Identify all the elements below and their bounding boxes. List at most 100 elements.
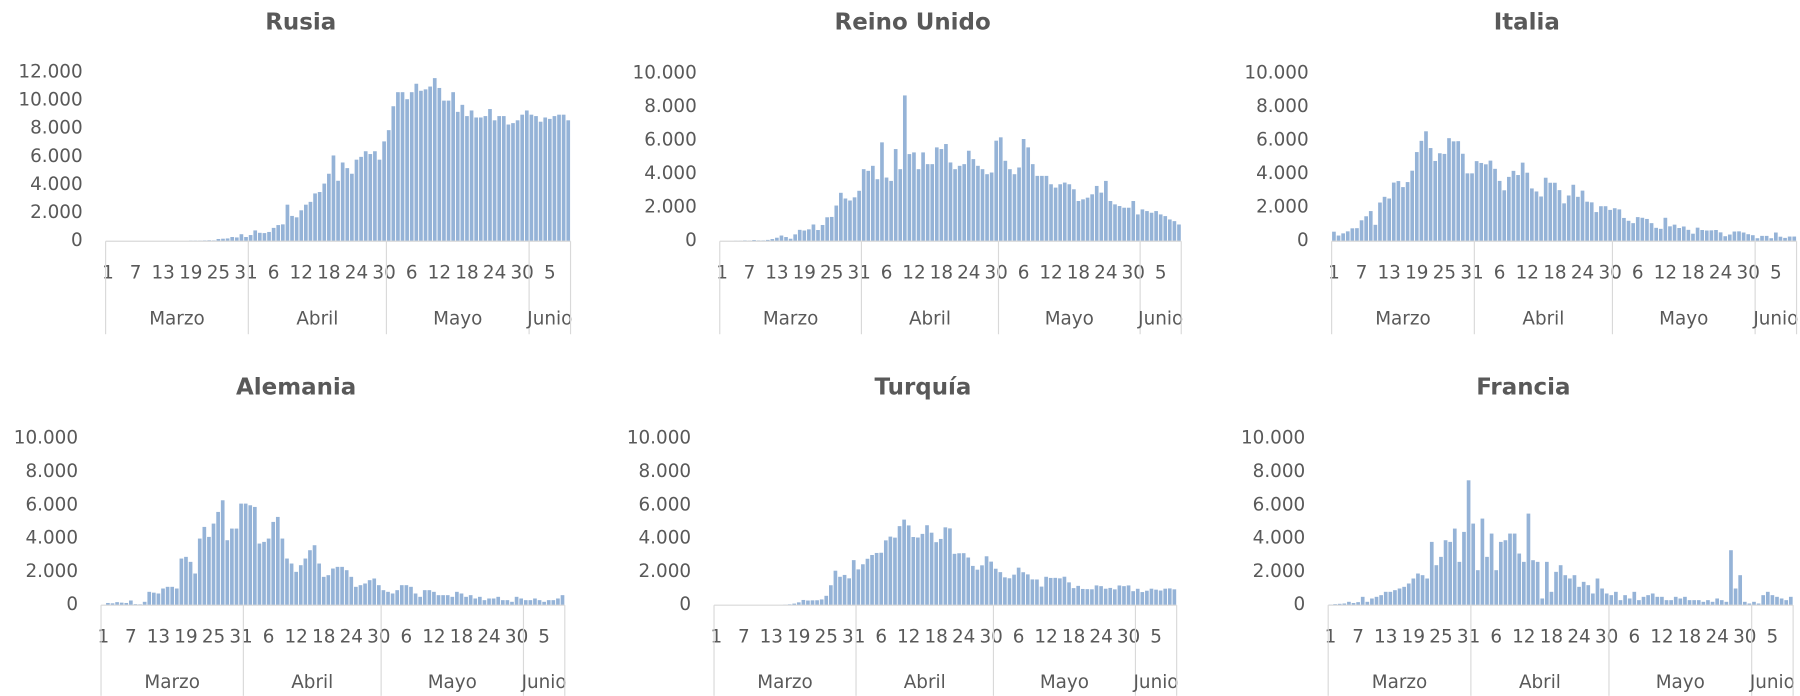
- bar: [391, 106, 396, 242]
- month-label: Junio: [1133, 672, 1179, 693]
- bar: [1554, 571, 1558, 606]
- x-tick-label: 18: [317, 262, 340, 283]
- bar: [413, 593, 418, 606]
- bar: [234, 528, 239, 606]
- y-tick-label: 4.000: [30, 174, 83, 195]
- bar: [961, 553, 966, 606]
- bar: [492, 120, 497, 242]
- bar: [1122, 586, 1126, 606]
- y-tick-label: 10.000: [627, 428, 691, 449]
- bar: [345, 168, 350, 242]
- bar: [857, 190, 861, 242]
- bar: [197, 538, 202, 606]
- x-tick-label: 24: [1094, 262, 1117, 283]
- bar: [916, 169, 921, 242]
- bar: [1497, 180, 1502, 242]
- bar: [829, 216, 834, 242]
- bar: [1746, 234, 1751, 242]
- x-tick-label: 30: [511, 262, 534, 283]
- bar: [1342, 603, 1347, 606]
- bar: [994, 140, 999, 242]
- bar: [925, 164, 930, 242]
- bar: [875, 179, 880, 242]
- bar: [542, 601, 546, 606]
- bar: [1067, 184, 1072, 242]
- bar: [1378, 202, 1382, 242]
- y-tick-label: 6.000: [25, 494, 78, 515]
- bar: [276, 225, 281, 242]
- bar: [1003, 577, 1007, 606]
- y-tick-label: 6.000: [30, 146, 83, 167]
- bar: [308, 550, 312, 606]
- bar: [834, 205, 839, 242]
- y-tick-label: 8.000: [1253, 461, 1306, 482]
- bar: [775, 237, 779, 242]
- chart-title: Turquía: [875, 375, 972, 401]
- bar: [902, 519, 906, 606]
- bar: [1520, 162, 1525, 242]
- y-tick-label: 6.000: [639, 494, 692, 515]
- bar: [1359, 220, 1364, 242]
- bar: [1379, 595, 1383, 606]
- x-tick-label: 25: [1429, 626, 1452, 647]
- y-tick-label: 10.000: [18, 90, 82, 111]
- bar: [267, 231, 271, 242]
- bar: [829, 585, 833, 606]
- x-tick-label: 18: [924, 626, 947, 647]
- bar: [816, 230, 820, 242]
- bar: [1122, 207, 1126, 242]
- x-tick-label: 1: [102, 262, 114, 283]
- x-tick-label: 6: [881, 262, 893, 283]
- bar: [1420, 575, 1425, 606]
- y-tick-label: 6.000: [1253, 494, 1306, 515]
- bar: [824, 595, 829, 606]
- bar: [451, 92, 455, 242]
- x-tick-label: 12: [422, 626, 445, 647]
- bar: [797, 229, 802, 242]
- bar: [386, 130, 391, 242]
- bar: [1654, 227, 1658, 242]
- x-tick-label: 24: [1089, 626, 1112, 647]
- bar: [1337, 603, 1342, 606]
- bar: [1388, 591, 1393, 606]
- x-tick-label: 6: [1490, 626, 1502, 647]
- bar: [1681, 226, 1686, 242]
- x-tick-label: 6: [268, 262, 280, 283]
- bar: [419, 90, 423, 242]
- bar: [952, 553, 957, 606]
- bar: [399, 585, 404, 606]
- bar: [1140, 209, 1145, 242]
- chart-title: Reino Unido: [835, 10, 991, 36]
- bar: [327, 173, 331, 242]
- bar: [1752, 601, 1756, 606]
- bar: [170, 586, 175, 606]
- x-tick-label: 24: [1571, 262, 1594, 283]
- bar: [1026, 147, 1031, 242]
- bar: [1591, 593, 1595, 606]
- bar: [428, 86, 432, 242]
- bar: [335, 566, 340, 606]
- bar: [833, 570, 838, 606]
- bar: [1345, 231, 1350, 242]
- bar: [488, 109, 492, 242]
- bar: [1465, 173, 1470, 242]
- x-tick-label: 12: [1516, 262, 1539, 283]
- x-tick-label: 12: [1034, 626, 1057, 647]
- bar: [1727, 234, 1732, 242]
- bar: [468, 595, 473, 606]
- y-tick-label: 0: [679, 594, 691, 615]
- bar: [907, 154, 912, 242]
- bar: [129, 600, 133, 606]
- bar: [266, 538, 271, 606]
- bar: [253, 506, 257, 606]
- bar: [1117, 206, 1122, 242]
- bar: [1544, 561, 1549, 606]
- bar: [1668, 226, 1672, 242]
- chart-title: Italia: [1494, 10, 1560, 36]
- bar: [980, 169, 985, 242]
- x-tick-label: 12: [1650, 626, 1673, 647]
- bar: [1692, 600, 1696, 606]
- bar: [1783, 237, 1787, 242]
- bar: [925, 525, 929, 606]
- bar: [515, 120, 520, 242]
